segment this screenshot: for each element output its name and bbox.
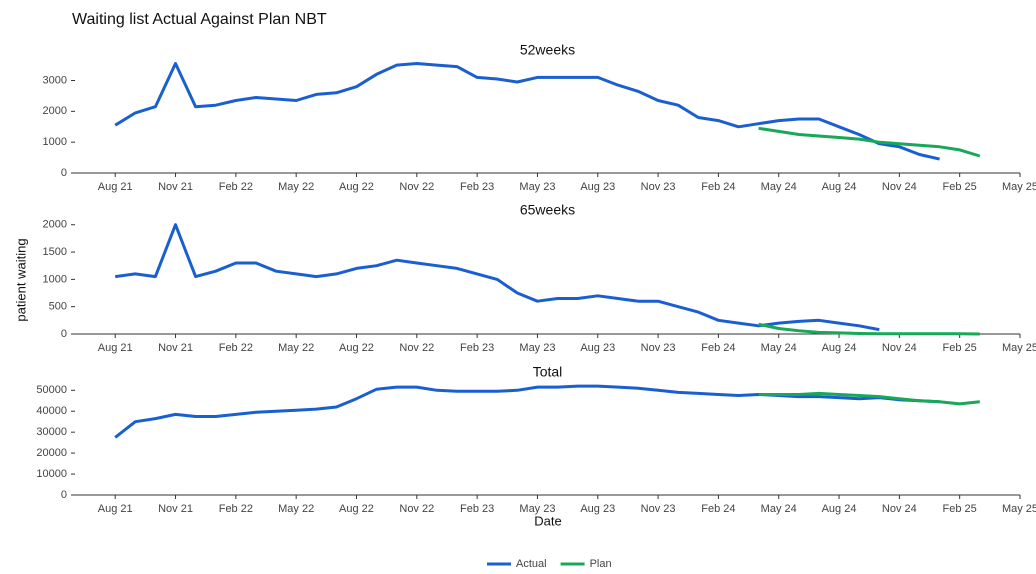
x-tick-label: Feb 25 <box>943 503 977 515</box>
x-tick-label: Feb 25 <box>943 342 977 354</box>
x-tick-label: Aug 22 <box>339 503 374 515</box>
x-tick-label: May 22 <box>278 503 314 515</box>
x-tick-label: Aug 24 <box>822 503 857 515</box>
panel-title: 65weeks <box>520 202 575 218</box>
x-axis-label: Date <box>534 513 561 528</box>
y-axis-label: patient waiting <box>13 238 28 321</box>
x-tick-label: Feb 25 <box>943 181 977 193</box>
series-line <box>758 391 980 406</box>
x-tick-label: Nov 22 <box>399 342 434 354</box>
x-tick-label: Feb 22 <box>219 503 253 515</box>
legend-label: Actual <box>516 558 547 570</box>
x-tick-label: Feb 22 <box>219 181 253 193</box>
x-tick-label: Nov 24 <box>882 342 917 354</box>
x-tick-label: Feb 23 <box>460 181 494 193</box>
series-line <box>758 126 981 158</box>
y-tick-label: 1000 <box>43 136 67 148</box>
x-tick-label: Aug 21 <box>98 342 133 354</box>
panel-title: Total <box>533 364 563 380</box>
x-tick-label: Nov 23 <box>641 342 676 354</box>
y-tick-label: 0 <box>61 167 67 179</box>
series-line <box>114 384 940 439</box>
x-tick-label: Feb 24 <box>701 181 735 193</box>
x-tick-label: May 23 <box>519 503 555 515</box>
x-tick-label: Aug 23 <box>580 342 615 354</box>
series-line <box>758 322 980 336</box>
x-tick-label: Nov 23 <box>641 181 676 193</box>
x-tick-label: May 23 <box>519 181 555 193</box>
x-tick-label: Feb 23 <box>460 342 494 354</box>
y-tick-label: 10000 <box>36 468 67 480</box>
y-tick-label: 50000 <box>36 384 67 396</box>
y-tick-label: 3000 <box>43 74 67 86</box>
y-tick-label: 20000 <box>36 447 67 459</box>
y-tick-label: 40000 <box>36 405 67 417</box>
x-tick-label: May 25 <box>1002 181 1036 193</box>
x-tick-label: Aug 24 <box>822 181 857 193</box>
x-tick-label: Nov 21 <box>158 342 193 354</box>
y-tick-label: 2000 <box>43 105 67 117</box>
x-tick-label: Aug 22 <box>339 342 374 354</box>
x-tick-label: Aug 23 <box>580 503 615 515</box>
x-tick-label: Aug 21 <box>98 503 133 515</box>
x-tick-label: May 24 <box>761 181 797 193</box>
y-tick-label: 1500 <box>43 246 67 258</box>
x-tick-label: May 24 <box>761 503 797 515</box>
x-tick-label: Feb 23 <box>460 503 494 515</box>
x-tick-label: Aug 22 <box>339 181 374 193</box>
x-tick-label: May 23 <box>519 342 555 354</box>
y-tick-label: 500 <box>49 301 67 313</box>
x-tick-label: May 24 <box>761 342 797 354</box>
x-tick-label: Aug 21 <box>98 181 133 193</box>
x-tick-label: Nov 21 <box>158 503 193 515</box>
x-tick-label: Feb 22 <box>219 342 253 354</box>
x-tick-label: Aug 23 <box>580 181 615 193</box>
y-tick-label: 0 <box>61 489 67 501</box>
y-tick-label: 1000 <box>43 273 67 285</box>
x-tick-label: Feb 24 <box>701 342 735 354</box>
x-tick-label: Nov 21 <box>158 181 193 193</box>
panel-title: 52weeks <box>520 42 575 58</box>
x-tick-label: May 25 <box>1002 342 1036 354</box>
x-tick-label: Nov 22 <box>399 503 434 515</box>
series-line <box>114 62 940 161</box>
x-tick-label: Nov 22 <box>399 181 434 193</box>
x-tick-label: May 25 <box>1002 503 1036 515</box>
y-tick-label: 30000 <box>36 426 67 438</box>
x-tick-label: Aug 24 <box>822 342 857 354</box>
y-tick-label: 0 <box>61 328 67 340</box>
x-tick-label: May 22 <box>278 342 314 354</box>
y-tick-label: 2000 <box>43 219 67 231</box>
x-tick-label: May 22 <box>278 181 314 193</box>
chart-title: Waiting list Actual Against Plan NBT <box>72 11 327 28</box>
x-tick-label: Feb 24 <box>701 503 735 515</box>
x-tick-label: Nov 24 <box>882 181 917 193</box>
x-tick-label: Nov 24 <box>882 503 917 515</box>
series-line <box>115 223 880 332</box>
legend-label: Plan <box>590 558 612 570</box>
x-tick-label: Nov 23 <box>641 503 676 515</box>
